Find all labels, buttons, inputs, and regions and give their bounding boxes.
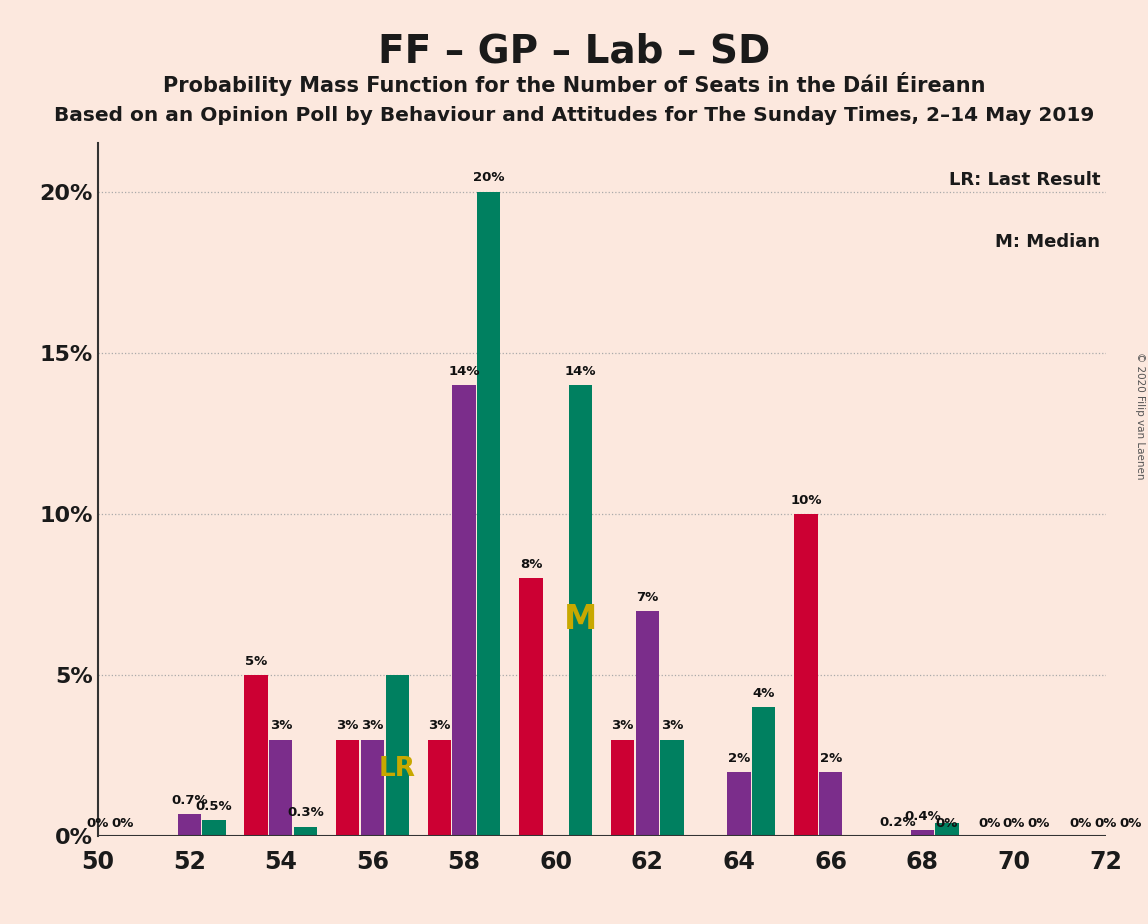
Text: 5%: 5% [245, 655, 267, 668]
Text: 2%: 2% [728, 751, 750, 765]
Text: 2%: 2% [820, 751, 841, 765]
Bar [452, 385, 475, 836]
Text: 0%: 0% [1002, 818, 1025, 831]
Text: 0.2%: 0.2% [879, 816, 916, 829]
Bar [360, 739, 385, 836]
Text: LR: LR [379, 756, 416, 782]
Text: 3%: 3% [362, 720, 383, 733]
Bar [428, 739, 451, 836]
Bar [178, 814, 201, 836]
Bar [336, 739, 359, 836]
Text: 7%: 7% [636, 590, 659, 603]
Text: 0.7%: 0.7% [171, 794, 208, 807]
Bar [270, 739, 293, 836]
Text: Based on an Opinion Poll by Behaviour and Attitudes for The Sunday Times, 2–14 M: Based on an Opinion Poll by Behaviour an… [54, 106, 1094, 126]
Text: 0%: 0% [111, 818, 133, 831]
Text: 3%: 3% [428, 720, 450, 733]
Bar [569, 385, 592, 836]
Bar [611, 739, 634, 836]
Text: 10%: 10% [790, 493, 822, 506]
Bar [794, 514, 817, 836]
Text: © 2020 Filip van Laenen: © 2020 Filip van Laenen [1135, 352, 1145, 480]
Text: 4%: 4% [753, 687, 775, 700]
Text: 0.3%: 0.3% [287, 807, 324, 820]
Text: 0%: 0% [1070, 818, 1092, 831]
Bar [294, 827, 317, 836]
Text: 0%: 0% [1119, 818, 1141, 831]
Text: 8%: 8% [520, 558, 542, 571]
Text: 0%: 0% [1027, 818, 1049, 831]
Text: M: Median: M: Median [995, 234, 1101, 251]
Text: 20%: 20% [473, 172, 505, 185]
Text: 14%: 14% [449, 365, 480, 378]
Text: 0%: 0% [86, 818, 109, 831]
Text: 0.4%: 0.4% [903, 809, 940, 822]
Text: 0%: 0% [936, 818, 959, 831]
Text: 3%: 3% [270, 720, 292, 733]
Bar [819, 772, 843, 836]
Bar [728, 772, 751, 836]
Text: 0.5%: 0.5% [195, 800, 232, 813]
Bar [202, 821, 225, 836]
Text: Probability Mass Function for the Number of Seats in the Dáil Éireann: Probability Mass Function for the Number… [163, 72, 985, 96]
Bar [386, 675, 409, 836]
Text: 14%: 14% [565, 365, 596, 378]
Bar [936, 823, 959, 836]
Bar [910, 830, 933, 836]
Text: M: M [564, 603, 597, 636]
Text: 0%: 0% [978, 818, 1000, 831]
Text: 3%: 3% [612, 720, 634, 733]
Bar [660, 739, 684, 836]
Bar [245, 675, 267, 836]
Bar [752, 707, 775, 836]
Text: 3%: 3% [336, 720, 359, 733]
Bar [478, 191, 501, 836]
Text: 0%: 0% [1094, 818, 1117, 831]
Bar [519, 578, 543, 836]
Bar [636, 611, 659, 836]
Text: 3%: 3% [661, 720, 683, 733]
Text: FF – GP – Lab – SD: FF – GP – Lab – SD [378, 32, 770, 70]
Text: LR: Last Result: LR: Last Result [949, 171, 1101, 188]
